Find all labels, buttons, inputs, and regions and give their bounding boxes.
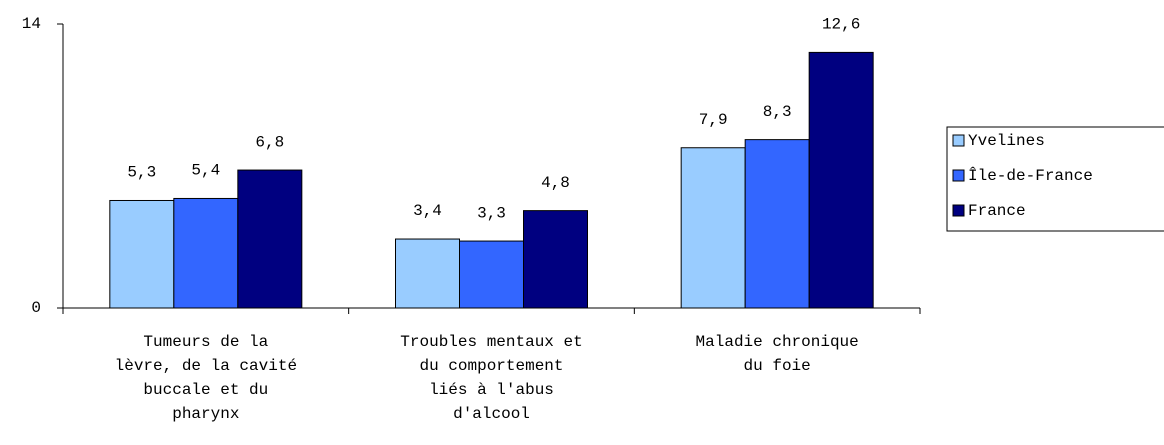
bar xyxy=(237,169,303,309)
value-label: 3,3 xyxy=(477,204,506,222)
bar xyxy=(523,210,588,309)
legend-label: Yvelines xyxy=(968,132,1045,150)
y-tick-label: 0 xyxy=(31,299,41,317)
legend-box xyxy=(946,126,1164,232)
bar xyxy=(459,240,524,309)
legend-swatch xyxy=(952,204,965,217)
x-tick-label: Tumeurs de la lèvre, de la cavité buccal… xyxy=(114,333,298,423)
x-tick-label: Troubles mentaux et du comportement liés… xyxy=(400,333,583,423)
value-label: 4,8 xyxy=(541,174,570,192)
legend-swatch xyxy=(952,134,965,147)
value-label: 7,9 xyxy=(699,111,728,129)
value-label: 5,3 xyxy=(127,164,156,182)
x-tick-label: Maladie chronique du foie xyxy=(695,333,859,375)
bar xyxy=(109,199,175,309)
legend-swatch xyxy=(952,169,965,182)
value-label: 5,4 xyxy=(191,162,220,180)
value-label: 6,8 xyxy=(255,133,284,151)
bar xyxy=(808,51,874,309)
value-label: 8,3 xyxy=(763,103,792,121)
value-label: 3,4 xyxy=(413,202,442,220)
legend-label: France xyxy=(968,202,1026,220)
bar xyxy=(395,238,460,309)
value-label: 12,6 xyxy=(822,16,860,34)
bar xyxy=(680,147,746,309)
legend-label: Île-de-France xyxy=(968,166,1093,185)
bar xyxy=(744,139,810,309)
y-tick-label: 14 xyxy=(22,15,41,33)
bar xyxy=(173,197,239,309)
